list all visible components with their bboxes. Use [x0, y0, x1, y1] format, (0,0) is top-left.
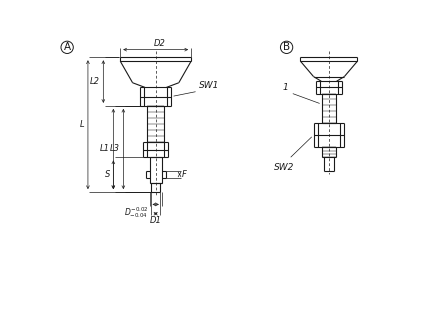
- Text: SW1: SW1: [199, 81, 219, 91]
- Text: SW2: SW2: [273, 163, 294, 172]
- Text: $D^{-0.02}_{-0.04}$: $D^{-0.02}_{-0.04}$: [123, 205, 148, 220]
- Text: D1: D1: [150, 216, 162, 225]
- Text: L1: L1: [100, 145, 110, 153]
- Text: L3: L3: [110, 145, 120, 153]
- Text: F: F: [182, 170, 187, 179]
- Text: L: L: [80, 120, 85, 129]
- Text: A: A: [64, 42, 71, 52]
- Text: 1: 1: [283, 83, 289, 92]
- Text: B: B: [283, 42, 290, 52]
- Text: L2: L2: [90, 77, 100, 86]
- Text: S: S: [105, 170, 110, 179]
- Text: D2: D2: [153, 39, 166, 48]
